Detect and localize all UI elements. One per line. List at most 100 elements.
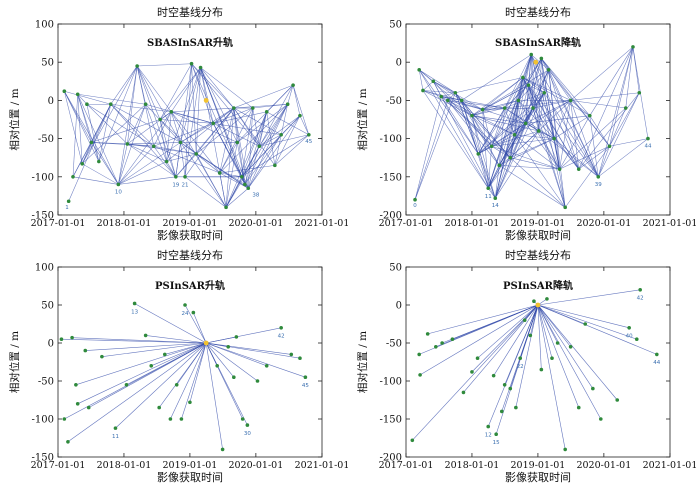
point-label: 30 — [244, 431, 251, 437]
acquisition-point — [508, 386, 513, 391]
baseline-edge — [205, 342, 258, 382]
baseline-edge — [233, 103, 288, 109]
baseline-edge — [461, 54, 532, 101]
baseline-edge — [433, 81, 496, 199]
point-label: 10 — [115, 189, 122, 195]
baseline-edge — [233, 108, 246, 185]
x-tick-label: 2017-01-01 — [31, 460, 86, 471]
acquisition-point — [85, 102, 89, 107]
baseline-edge — [537, 304, 637, 340]
baseline-edge — [554, 115, 590, 139]
baseline-edge — [64, 91, 92, 143]
baseline-edge — [528, 85, 560, 170]
acquisition-point — [291, 83, 295, 87]
acquisition-point — [529, 52, 534, 57]
x-axis-label: 影像获取时间 — [157, 471, 223, 484]
acquisition-point — [66, 199, 71, 204]
baseline-edge — [538, 130, 555, 139]
baseline-edge — [528, 85, 534, 109]
acquisition-point — [516, 98, 521, 103]
chart-svg: 时空基线分布 SBASInSAR升轨 1 10 19 21 38 45 2017-01-01 20… — [8, 5, 349, 242]
baseline-edge — [419, 69, 456, 93]
baseline-edge — [514, 134, 566, 208]
chart-panel-ps-ascending: 时空基线分布 PSInSAR升轨 13 24 42 11 30 45 2017-01-01 201… — [0, 243, 349, 485]
acquisition-point — [413, 197, 417, 202]
chart-subtitle: SBASInSAR升轨 — [147, 36, 233, 49]
acquisition-point — [528, 333, 533, 338]
point-label: 13 — [131, 309, 138, 315]
acquisition-point — [188, 400, 192, 405]
baseline-edge — [292, 85, 301, 116]
baseline-edge — [98, 104, 112, 162]
baseline-edge — [280, 115, 301, 135]
baseline-edge — [127, 111, 172, 145]
acquisition-point — [521, 75, 525, 80]
baseline-edge — [196, 153, 220, 174]
y-tick-label: -50 — [38, 377, 54, 388]
point-label: 15 — [493, 440, 500, 446]
chart-subtitle: PSInSAR升轨 — [155, 279, 225, 292]
chart-title: 时空基线分布 — [157, 5, 223, 19]
baseline-edge — [589, 46, 634, 116]
baseline-edge — [609, 107, 626, 147]
baseline-edge — [81, 65, 138, 164]
baseline-edge — [72, 176, 119, 185]
acquisition-point — [226, 345, 231, 349]
baseline-edge — [180, 142, 186, 177]
baseline-edge — [219, 107, 254, 174]
acquisition-point — [289, 352, 294, 357]
baseline-edge — [528, 84, 599, 177]
baseline-edge — [136, 65, 161, 120]
point-label: 45 — [305, 139, 312, 145]
y-axis-label: 相对位置 / m — [356, 331, 369, 393]
acquisition-point — [508, 155, 513, 160]
baseline-edge — [491, 77, 524, 147]
acquisition-point — [100, 354, 104, 359]
acquisition-point — [183, 175, 187, 179]
baseline-edge — [537, 304, 602, 420]
acquisition-point — [279, 326, 283, 330]
baseline-edge — [274, 115, 301, 166]
acquisition-point — [178, 140, 183, 145]
edges-group — [61, 303, 306, 450]
baseline-edge — [564, 146, 610, 208]
baseline-edge — [422, 90, 483, 110]
acquisition-point — [303, 375, 308, 379]
acquisition-point — [113, 426, 118, 430]
y-tick-label: 100 — [35, 20, 54, 31]
y-tick-label: -100 — [380, 134, 402, 145]
baseline-edge — [266, 84, 294, 113]
baseline-edge — [494, 77, 524, 199]
y-tick-label: -200 — [380, 453, 402, 464]
acquisition-point — [417, 352, 421, 357]
baseline-edge — [153, 145, 197, 155]
baseline-edge — [455, 92, 500, 166]
baseline-edge — [504, 100, 571, 109]
baseline-edge — [578, 92, 640, 170]
baseline-edge — [487, 92, 545, 189]
chart-panel-ps-descending: 时空基线分布 PSInSAR降轨 42 40 44 15 12 22 2017-01-01 201… — [348, 243, 696, 485]
baseline-edge — [538, 92, 545, 131]
baseline-edge — [504, 54, 532, 109]
baseline-edge — [418, 69, 424, 91]
acquisition-point — [439, 94, 444, 99]
point-label: 11 — [112, 434, 119, 440]
baseline-edge — [538, 58, 542, 131]
baseline-edge — [64, 91, 83, 164]
acquisition-point — [264, 364, 269, 368]
baseline-edge — [514, 77, 524, 135]
acquisition-point — [285, 102, 290, 107]
baseline-edge — [164, 342, 207, 355]
acquisition-point — [298, 356, 302, 360]
acquisition-point — [62, 89, 67, 94]
baseline-edge — [487, 146, 492, 189]
chart-title: 时空基线分布 — [505, 5, 571, 19]
baseline-edge — [184, 304, 207, 344]
y-tick-label: 0 — [396, 58, 402, 69]
baseline-edge — [127, 142, 181, 145]
acquisition-point — [607, 144, 612, 149]
baseline-edge — [504, 304, 539, 385]
acquisition-point — [124, 383, 129, 387]
baseline-edge — [597, 46, 634, 177]
baseline-edge — [537, 304, 630, 329]
